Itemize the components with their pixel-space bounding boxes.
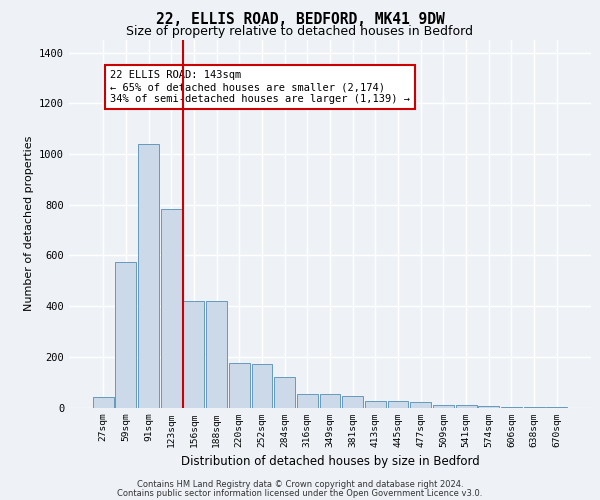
Bar	[138, 144, 159, 407]
Bar	[251, 364, 272, 408]
Bar	[365, 401, 386, 407]
Text: Contains HM Land Registry data © Crown copyright and database right 2024.: Contains HM Land Registry data © Crown c…	[137, 480, 463, 489]
Bar	[206, 301, 227, 408]
Text: 22, ELLIS ROAD, BEDFORD, MK41 9DW: 22, ELLIS ROAD, BEDFORD, MK41 9DW	[155, 12, 445, 28]
Bar	[433, 405, 454, 407]
Bar	[229, 363, 250, 408]
Bar	[320, 394, 340, 407]
Y-axis label: Number of detached properties: Number of detached properties	[23, 136, 34, 312]
Text: Contains public sector information licensed under the Open Government Licence v3: Contains public sector information licen…	[118, 488, 482, 498]
Text: Size of property relative to detached houses in Bedford: Size of property relative to detached ho…	[127, 25, 473, 38]
Bar	[93, 398, 113, 407]
Bar	[388, 401, 409, 407]
Bar	[342, 396, 363, 407]
Bar	[161, 208, 182, 408]
Bar	[297, 394, 318, 407]
Bar	[115, 262, 136, 408]
Bar	[184, 301, 205, 408]
Bar	[455, 405, 476, 407]
X-axis label: Distribution of detached houses by size in Bedford: Distribution of detached houses by size …	[181, 455, 479, 468]
Bar	[524, 407, 545, 408]
Bar	[501, 406, 522, 408]
Bar	[274, 377, 295, 408]
Text: 22 ELLIS ROAD: 143sqm
← 65% of detached houses are smaller (2,174)
34% of semi-d: 22 ELLIS ROAD: 143sqm ← 65% of detached …	[110, 70, 410, 104]
Bar	[478, 406, 499, 407]
Bar	[410, 402, 431, 407]
